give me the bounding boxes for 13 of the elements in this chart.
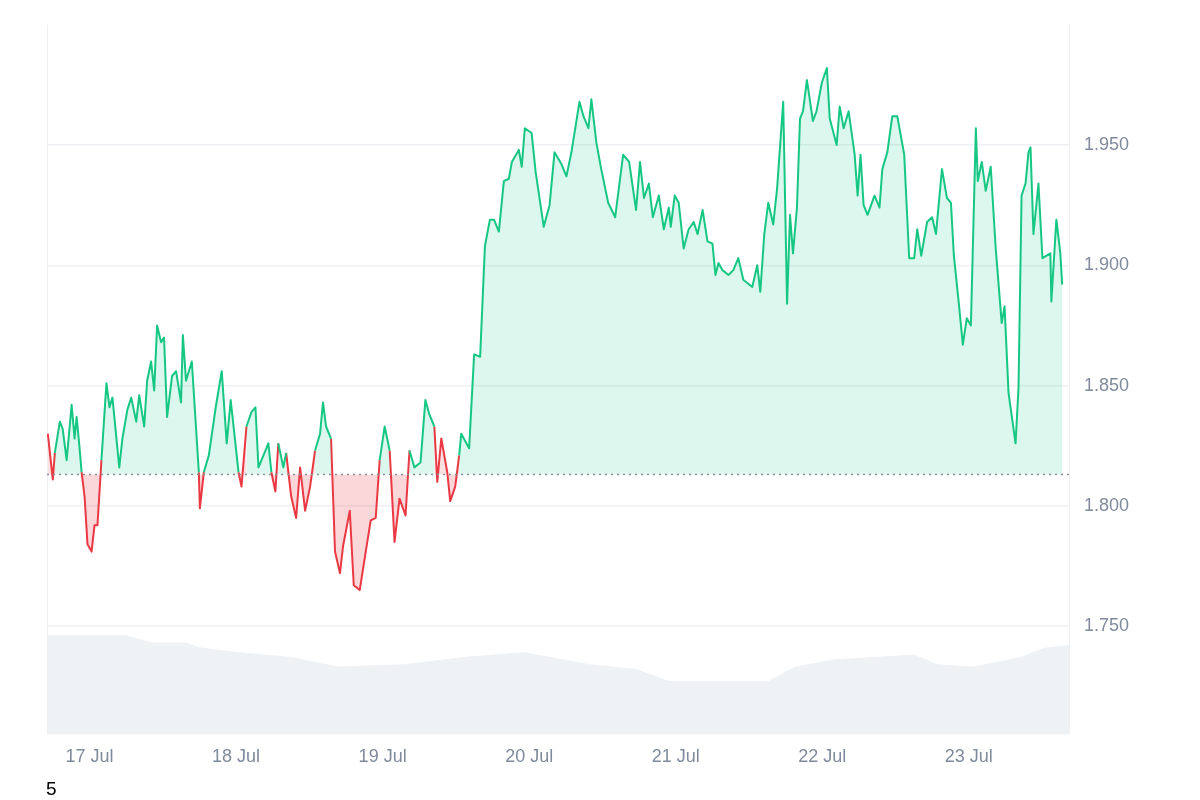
x-tick-label: 23 Jul [944,746,993,767]
y-tick-label: 1.800 [1084,494,1130,515]
x-tick-label: 17 Jul [65,746,114,767]
text: 5 [46,778,57,800]
x-tick-label: 21 Jul [651,746,700,767]
x-tick-label: 18 Jul [212,746,261,767]
y-tick-label: 1.950 [1084,134,1130,155]
y-tick-label: 1.850 [1084,374,1130,395]
x-tick-label: 19 Jul [358,746,407,767]
x-tick-label: 22 Jul [798,746,847,767]
y-tick-label: 1.750 [1084,615,1130,636]
x-tick-label: 20 Jul [505,746,554,767]
y-tick-label: 1.900 [1084,254,1130,275]
